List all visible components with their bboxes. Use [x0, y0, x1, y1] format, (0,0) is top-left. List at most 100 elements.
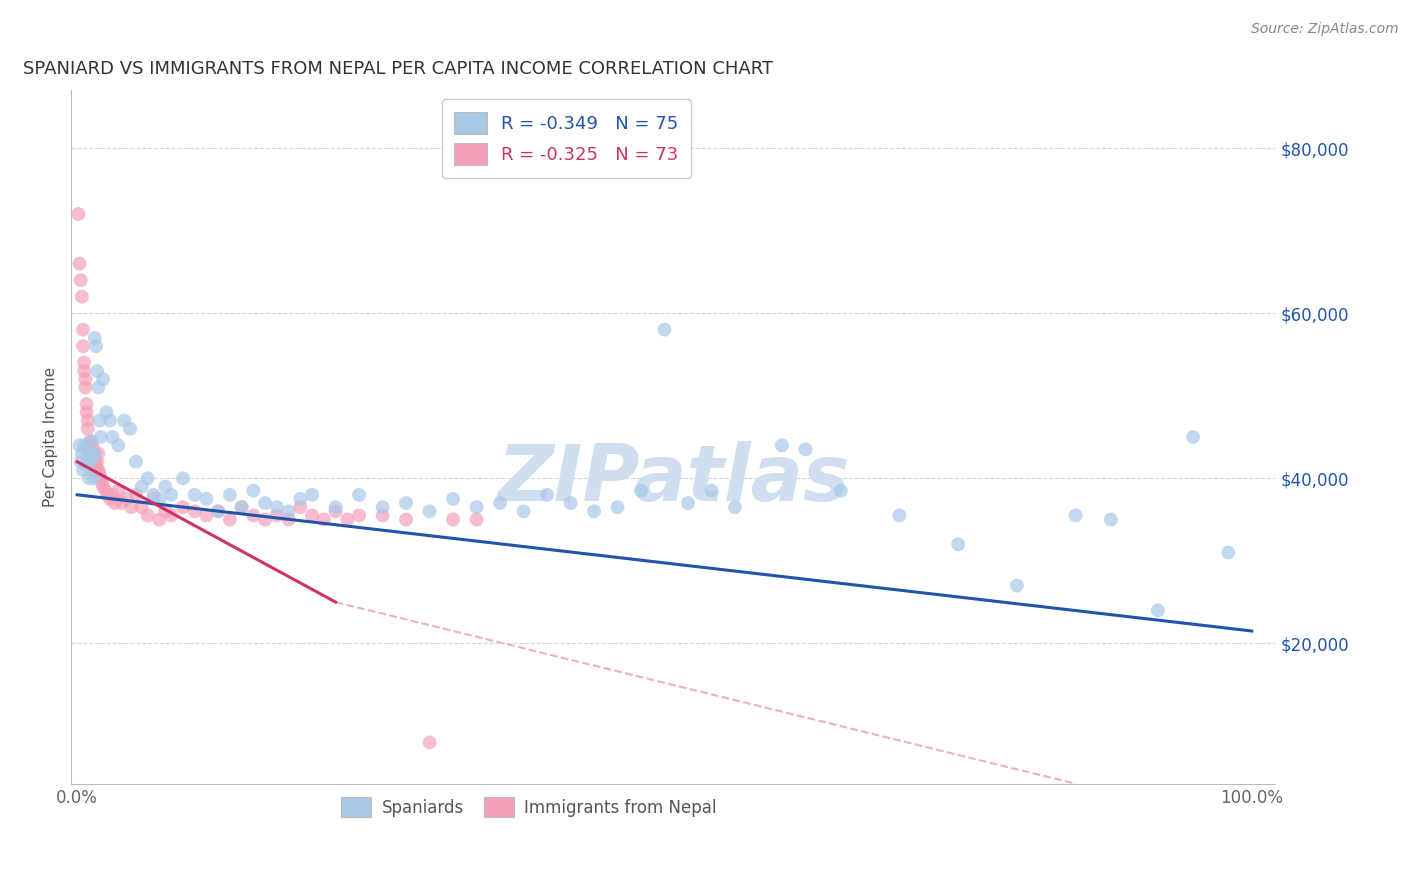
Point — [441, 512, 464, 526]
Point — [155, 479, 177, 493]
Point — [312, 512, 335, 526]
Point — [87, 446, 110, 460]
Point — [371, 500, 394, 515]
Point — [84, 458, 107, 473]
Point — [77, 446, 100, 460]
Point — [347, 488, 370, 502]
Point — [83, 455, 105, 469]
Point — [87, 380, 110, 394]
Point — [72, 323, 94, 337]
Point — [111, 496, 134, 510]
Point — [219, 488, 242, 502]
Point — [107, 483, 129, 498]
Point — [336, 512, 359, 526]
Point — [160, 488, 183, 502]
Point — [83, 471, 105, 485]
Point — [301, 488, 323, 502]
Point — [489, 496, 512, 510]
Point — [77, 471, 100, 485]
Point — [89, 413, 111, 427]
Point — [80, 446, 103, 460]
Point — [98, 491, 121, 506]
Point — [69, 273, 91, 287]
Point — [1064, 508, 1087, 523]
Point — [195, 508, 218, 523]
Point — [290, 491, 312, 506]
Point — [465, 512, 488, 526]
Point — [536, 488, 558, 502]
Point — [67, 207, 90, 221]
Point — [794, 442, 817, 457]
Legend: Spaniards, Immigrants from Nepal: Spaniards, Immigrants from Nepal — [335, 790, 723, 824]
Point — [371, 508, 394, 523]
Text: Source: ZipAtlas.com: Source: ZipAtlas.com — [1251, 22, 1399, 37]
Point — [101, 488, 124, 502]
Point — [207, 504, 229, 518]
Point — [76, 422, 98, 436]
Point — [98, 413, 121, 427]
Point — [86, 455, 108, 469]
Point — [120, 500, 142, 515]
Point — [70, 446, 93, 460]
Point — [115, 491, 138, 506]
Point — [583, 504, 606, 518]
Point — [231, 500, 253, 515]
Point — [419, 735, 441, 749]
Point — [242, 483, 264, 498]
Point — [80, 450, 103, 465]
Point — [69, 257, 91, 271]
Point — [90, 471, 112, 485]
Point — [76, 455, 98, 469]
Point — [118, 422, 141, 436]
Point — [148, 512, 170, 526]
Point — [125, 488, 148, 502]
Point — [76, 458, 98, 473]
Point — [97, 488, 120, 502]
Point — [131, 479, 153, 493]
Point — [90, 430, 112, 444]
Point — [1099, 512, 1122, 526]
Point — [91, 372, 114, 386]
Point — [325, 500, 347, 515]
Point — [172, 471, 194, 485]
Point — [69, 438, 91, 452]
Point — [104, 496, 127, 510]
Point — [512, 504, 534, 518]
Point — [606, 500, 628, 515]
Point — [301, 508, 323, 523]
Point — [183, 504, 205, 518]
Point — [830, 483, 852, 498]
Point — [231, 500, 253, 515]
Point — [83, 455, 105, 469]
Point — [325, 504, 347, 518]
Point — [183, 488, 205, 502]
Point — [654, 323, 676, 337]
Point — [219, 512, 242, 526]
Point — [107, 438, 129, 452]
Point — [242, 508, 264, 523]
Point — [82, 450, 104, 465]
Point — [254, 496, 277, 510]
Point — [441, 491, 464, 506]
Point — [155, 504, 177, 518]
Point — [676, 496, 699, 510]
Point — [290, 500, 312, 515]
Point — [87, 463, 110, 477]
Point — [195, 491, 218, 506]
Point — [79, 446, 101, 460]
Point — [79, 434, 101, 449]
Point — [89, 467, 111, 482]
Point — [1182, 430, 1205, 444]
Point — [136, 508, 159, 523]
Point — [73, 364, 96, 378]
Point — [75, 372, 97, 386]
Text: ZIPatlas: ZIPatlas — [498, 441, 849, 516]
Point — [1005, 579, 1028, 593]
Point — [136, 471, 159, 485]
Point — [946, 537, 969, 551]
Point — [277, 504, 299, 518]
Point — [112, 413, 135, 427]
Point — [131, 500, 153, 515]
Point — [1147, 603, 1170, 617]
Point — [90, 475, 112, 490]
